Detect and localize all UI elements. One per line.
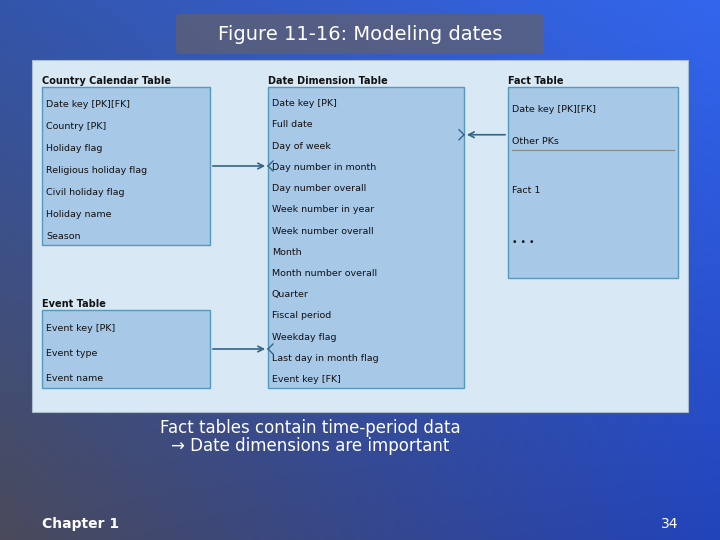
Text: Day number overall: Day number overall: [272, 184, 366, 193]
Text: Date Dimension Table: Date Dimension Table: [268, 76, 388, 86]
Text: Date key [PK][FK]: Date key [PK][FK]: [46, 100, 130, 109]
Text: Quarter: Quarter: [272, 290, 309, 299]
FancyBboxPatch shape: [176, 14, 544, 54]
Text: Event key [FK]: Event key [FK]: [272, 375, 341, 384]
Text: Month: Month: [272, 248, 302, 256]
Text: Week number overall: Week number overall: [272, 226, 374, 235]
Text: Season: Season: [46, 232, 81, 241]
FancyBboxPatch shape: [42, 310, 210, 388]
Text: Holiday name: Holiday name: [46, 210, 112, 219]
Text: Event name: Event name: [46, 374, 103, 383]
Text: Holiday flag: Holiday flag: [46, 144, 102, 153]
Text: Month number overall: Month number overall: [272, 269, 377, 278]
Text: Country Calendar Table: Country Calendar Table: [42, 76, 171, 86]
Text: Day number in month: Day number in month: [272, 163, 377, 172]
Text: Date key [PK][FK]: Date key [PK][FK]: [512, 105, 596, 114]
Text: Event key [PK]: Event key [PK]: [46, 325, 115, 333]
FancyBboxPatch shape: [508, 87, 678, 278]
Text: Date key [PK]: Date key [PK]: [272, 99, 337, 108]
Text: Country [PK]: Country [PK]: [46, 122, 107, 131]
FancyBboxPatch shape: [32, 60, 688, 412]
Text: Chapter 1: Chapter 1: [42, 517, 119, 531]
Text: Week number in year: Week number in year: [272, 205, 374, 214]
FancyBboxPatch shape: [268, 87, 464, 388]
Text: Full date: Full date: [272, 120, 312, 130]
Text: Last day in month flag: Last day in month flag: [272, 354, 379, 363]
Text: Religious holiday flag: Religious holiday flag: [46, 166, 147, 175]
Text: Fact 1: Fact 1: [512, 186, 541, 195]
Text: Event Table: Event Table: [42, 299, 106, 309]
Text: Figure 11-16: Modeling dates: Figure 11-16: Modeling dates: [218, 24, 502, 44]
Text: Event type: Event type: [46, 349, 97, 358]
Text: Other PKs: Other PKs: [512, 137, 559, 146]
Text: • • •: • • •: [512, 238, 534, 247]
Text: Fiscal period: Fiscal period: [272, 312, 331, 320]
Text: Fact Table: Fact Table: [508, 76, 564, 86]
FancyBboxPatch shape: [42, 87, 210, 245]
Text: Weekday flag: Weekday flag: [272, 333, 336, 342]
Text: 34: 34: [660, 517, 678, 531]
Text: Fact tables contain time-period data: Fact tables contain time-period data: [160, 419, 460, 437]
Text: → Date dimensions are important: → Date dimensions are important: [171, 437, 449, 455]
Text: Civil holiday flag: Civil holiday flag: [46, 188, 125, 197]
Text: Day of week: Day of week: [272, 141, 331, 151]
